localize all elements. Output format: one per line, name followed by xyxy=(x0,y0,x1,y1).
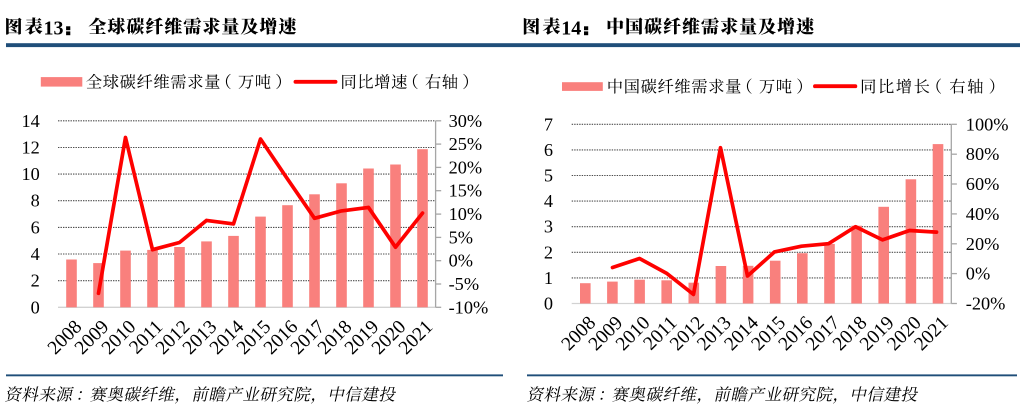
svg-text:12: 12 xyxy=(22,138,40,158)
svg-text:60%: 60% xyxy=(966,174,1000,194)
svg-text:0%: 0% xyxy=(449,251,473,271)
svg-text:0%: 0% xyxy=(966,264,990,284)
svg-text:6: 6 xyxy=(544,140,553,160)
svg-text:5%: 5% xyxy=(449,227,473,247)
svg-text:7: 7 xyxy=(544,114,553,134)
svg-text:0: 0 xyxy=(31,297,40,317)
svg-text:13: 13 xyxy=(44,17,64,39)
svg-text:0: 0 xyxy=(544,294,553,314)
svg-text:2: 2 xyxy=(31,271,40,291)
svg-text:10: 10 xyxy=(22,164,40,184)
svg-text:80%: 80% xyxy=(966,144,1000,164)
svg-text:14: 14 xyxy=(561,17,581,39)
svg-text:30%: 30% xyxy=(449,111,483,131)
svg-text:1: 1 xyxy=(544,268,553,288)
svg-text:4: 4 xyxy=(544,191,553,211)
svg-text:10%: 10% xyxy=(449,204,483,224)
svg-text:15%: 15% xyxy=(449,181,483,201)
svg-text:20%: 20% xyxy=(449,157,483,177)
svg-text:-5%: -5% xyxy=(449,274,479,294)
svg-text:4: 4 xyxy=(31,244,40,264)
svg-text:20%: 20% xyxy=(966,234,1000,254)
svg-text:-10%: -10% xyxy=(449,297,489,317)
svg-text:5: 5 xyxy=(544,166,553,186)
svg-text:40%: 40% xyxy=(966,204,1000,224)
svg-text:3: 3 xyxy=(544,217,553,237)
svg-text:8: 8 xyxy=(31,191,40,211)
svg-text:2: 2 xyxy=(544,242,553,262)
svg-text:100%: 100% xyxy=(966,114,1009,134)
svg-text:-20%: -20% xyxy=(966,294,1006,314)
svg-text:25%: 25% xyxy=(449,134,483,154)
svg-text:6: 6 xyxy=(31,217,40,237)
svg-text:14: 14 xyxy=(22,111,40,131)
